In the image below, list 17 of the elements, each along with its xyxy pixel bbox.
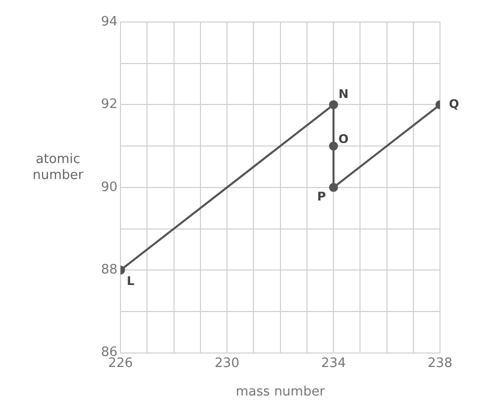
x-axis-title: mass number	[236, 384, 326, 400]
annotation: L	[126, 274, 135, 288]
y-tick-label: 92	[100, 97, 118, 112]
annotation: P	[317, 190, 326, 204]
point	[329, 100, 338, 110]
point	[329, 142, 338, 151]
y-axis-title: atomic number	[32, 152, 84, 183]
x-tick-label: 234	[321, 356, 346, 371]
y-tick-label: 94	[100, 14, 118, 30]
annotation: Q	[448, 96, 460, 111]
point	[329, 182, 338, 192]
annotation: O	[338, 132, 349, 146]
annotation: N	[338, 86, 349, 101]
x-tick-label: 230	[214, 356, 240, 371]
y-tick-label: 90	[100, 180, 118, 195]
x-tick-label: 238	[428, 356, 452, 371]
y-tick-label: 88	[100, 262, 118, 278]
